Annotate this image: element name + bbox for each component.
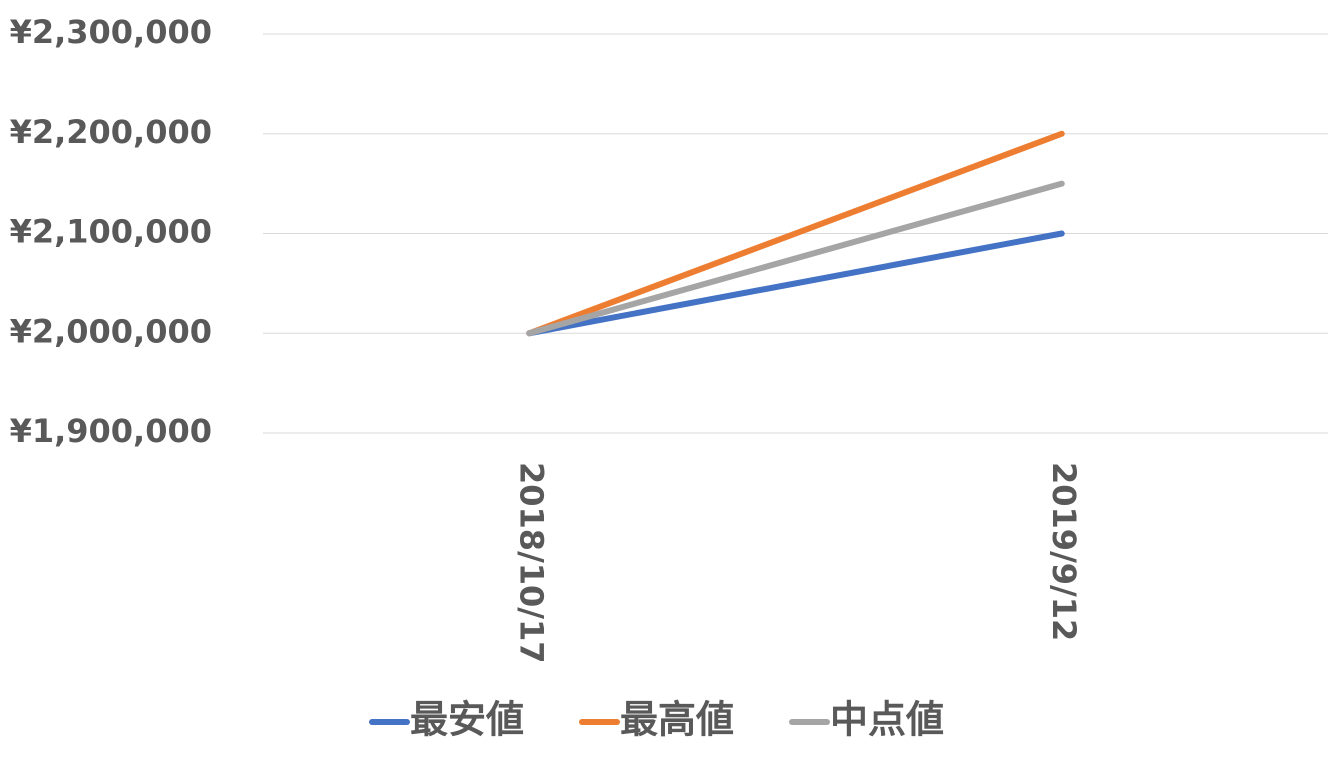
y-tick-label: ¥1,900,000 [10,412,212,450]
y-tick-label: ¥2,200,000 [10,113,212,151]
series-line [526,130,1065,337]
legend-label: 中点値 [830,698,944,742]
y-tick-label: ¥2,000,000 [10,312,212,350]
legend-label: 最安値 [410,698,524,742]
series-line [526,230,1065,337]
x-tick-label: 2019/9/12 [1045,462,1083,641]
x-tick-label: 2018/10/17 [512,462,550,664]
legend-label: 最高値 [620,698,734,742]
y-tick-label: ¥2,100,000 [10,213,212,251]
y-tick-label: ¥2,300,000 [10,13,212,51]
series-line [526,180,1065,337]
